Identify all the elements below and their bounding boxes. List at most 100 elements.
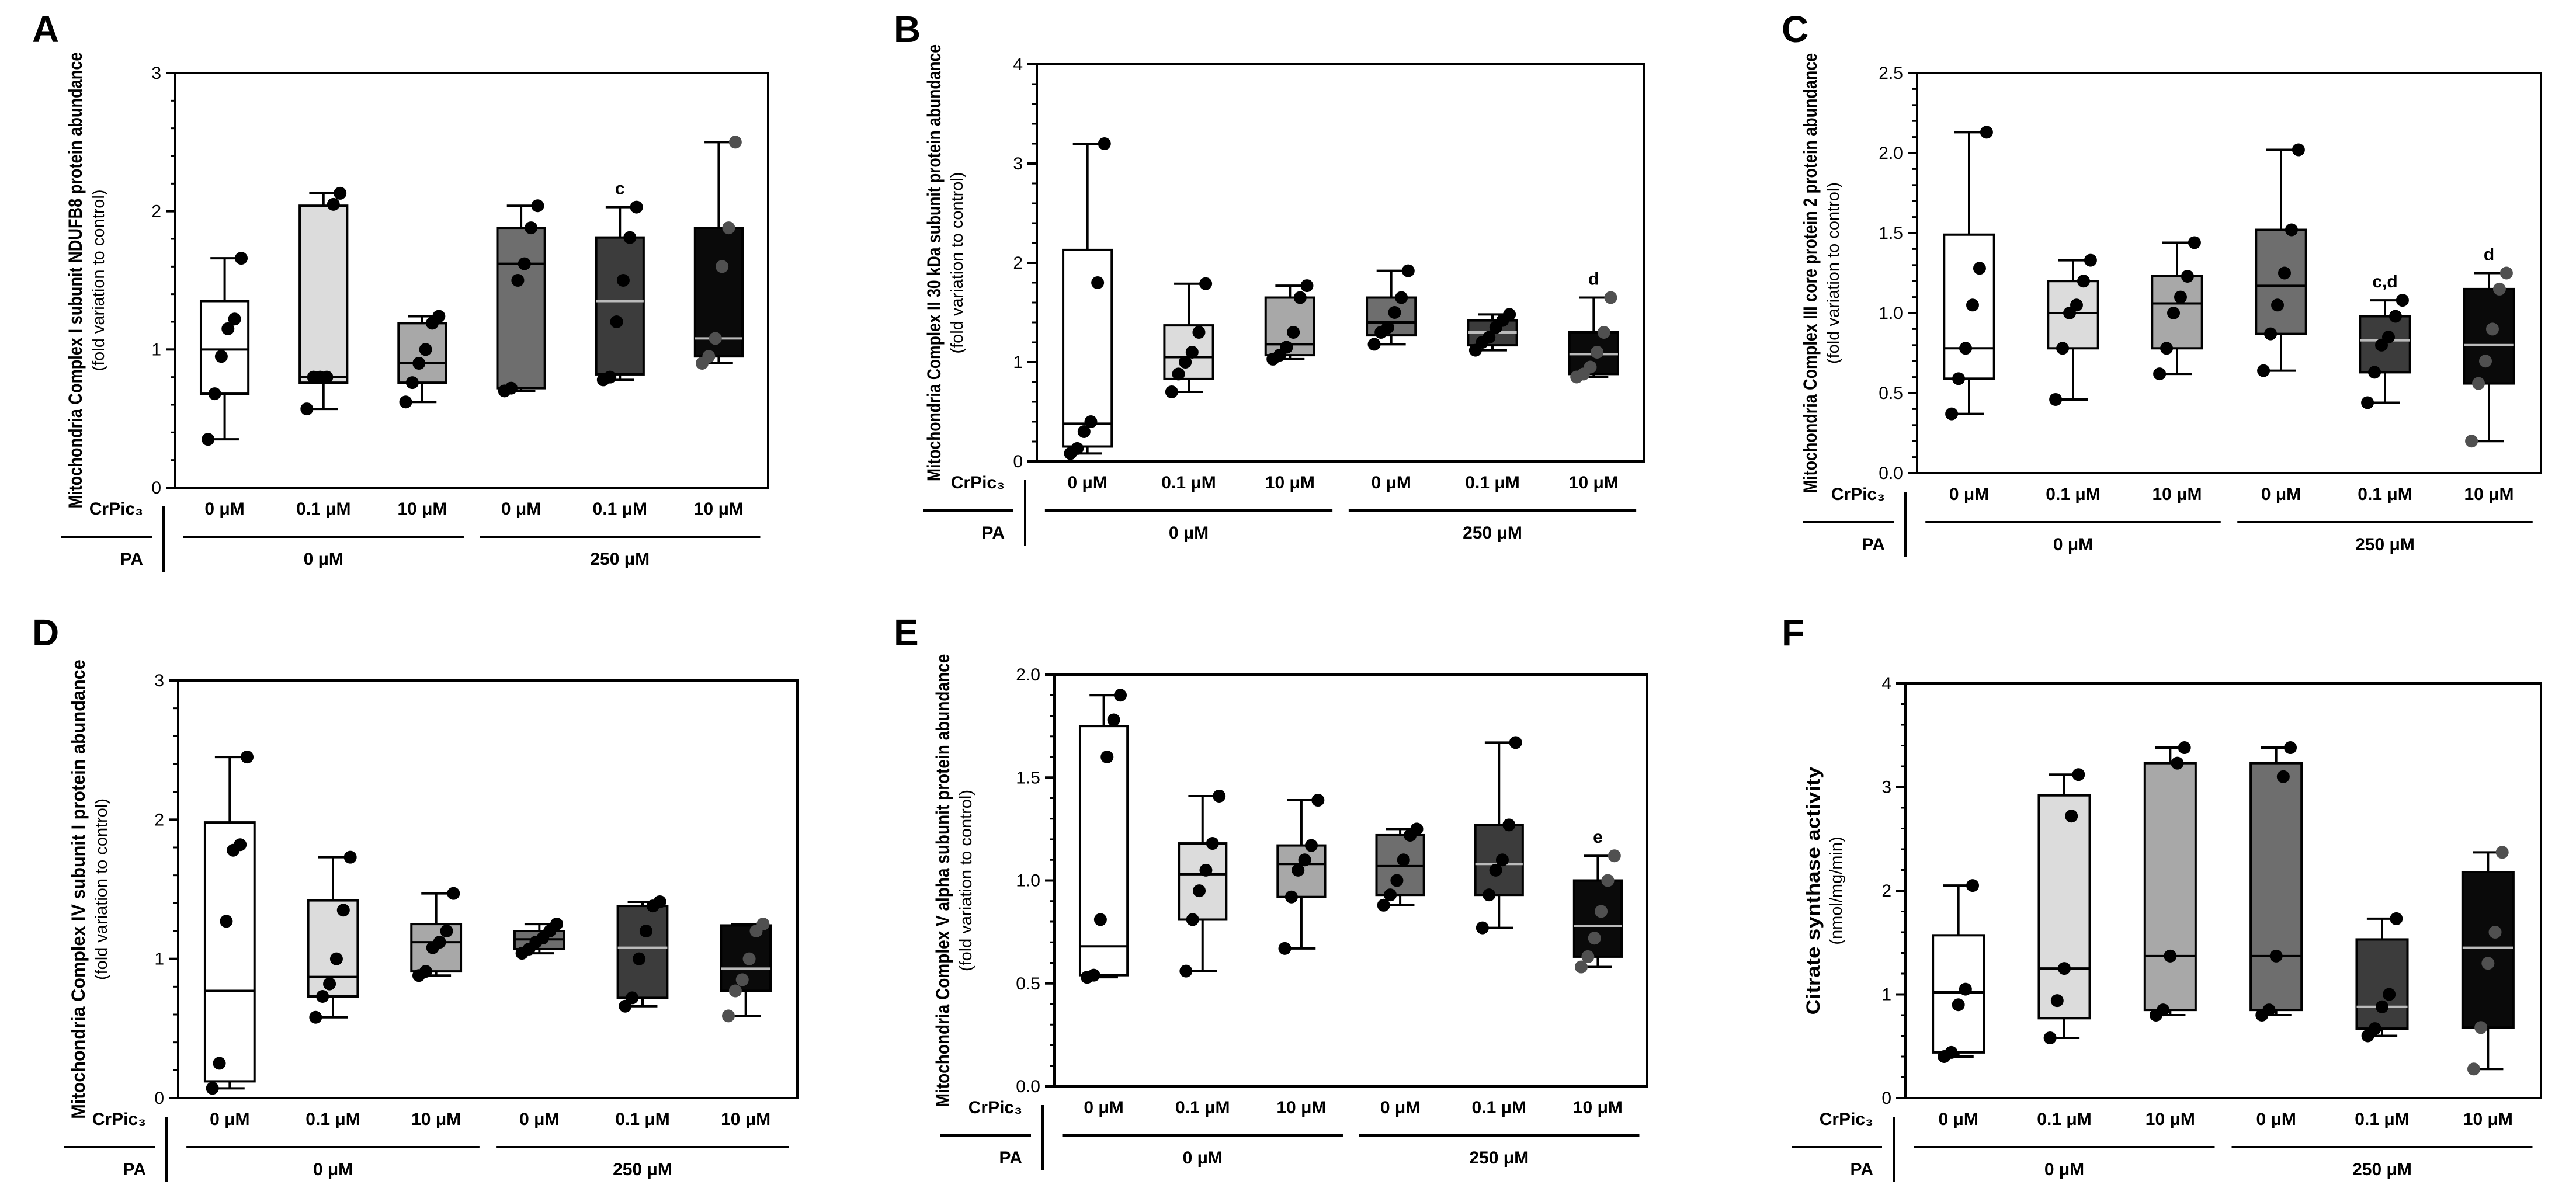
data-point [2284, 741, 2297, 755]
box-group [1062, 137, 1113, 460]
category-label: 0.1 μM [296, 499, 350, 519]
pa-row-label: PA [982, 523, 1005, 543]
y-tick-label: 0.0 [1879, 464, 1903, 483]
y-axis-label: Citrate synthase activity [1803, 766, 1824, 1015]
y-axis-title: Citrate synthase activity (nmol/mg/min) [1803, 766, 1846, 1015]
data-point [1384, 888, 1397, 902]
data-point [2495, 846, 2509, 859]
box [595, 236, 645, 376]
data-point [1952, 998, 1965, 1012]
data-point [2396, 294, 2409, 307]
data-point [2285, 223, 2298, 237]
group-label: 250 μM [590, 550, 650, 569]
data-point [1280, 341, 1293, 354]
box-group [199, 252, 250, 446]
y-tick-label: 4 [1013, 55, 1023, 74]
crpic3-row-label: CrPic₃ [1831, 485, 1885, 504]
category-label: 0.1 μM [593, 499, 647, 519]
data-point [2361, 396, 2374, 409]
box-group [1163, 277, 1214, 398]
chart-panel-b: B 0 1 2 3 4 Mitochondria Complex II 30 kDa sub… [894, 8, 1645, 546]
data-point [2479, 355, 2492, 368]
box [1276, 844, 1327, 898]
box-group [1366, 264, 1417, 351]
box-group [1467, 308, 1518, 357]
data-point [2065, 810, 2078, 823]
data-point [1495, 853, 1509, 867]
data-point [2499, 266, 2513, 280]
y-tick-label: 0 [1013, 452, 1023, 471]
data-point [1595, 905, 1608, 918]
y-tick-label: 1.0 [1016, 871, 1040, 891]
data-point [309, 1010, 322, 1024]
data-point [550, 918, 564, 931]
data-point [2157, 1003, 2170, 1017]
box-group [1264, 279, 1315, 366]
y-axis-title: Mitochondria Complex I subunit NDUFB8 pr… [65, 53, 108, 509]
group-label: 250 μM [613, 1160, 672, 1179]
data-point [329, 952, 343, 965]
group-label: 0 μM [1169, 523, 1209, 543]
y-axis-label: Mitochondria Complex II 30 kDa subunit p… [924, 44, 945, 481]
data-point [756, 918, 770, 931]
data-point [735, 973, 749, 986]
data-point [2376, 1000, 2388, 1013]
data-point [2390, 912, 2403, 925]
data-point [1959, 982, 1972, 996]
data-point [2164, 949, 2177, 963]
y-axis-title: Mitochondria Complex III core protein 2 … [1800, 53, 1843, 494]
category-label: 10 μM [1569, 473, 1619, 492]
box [1932, 934, 1985, 1054]
category-label: 10 μM [2152, 485, 2202, 504]
box-group [1572, 849, 1623, 974]
category-label: 0.1 μM [2355, 1110, 2409, 1129]
data-point [235, 252, 248, 265]
category-label: 0 μM [2256, 1110, 2296, 1129]
data-point [505, 381, 518, 395]
data-point [1945, 1045, 1958, 1059]
data-point [1206, 837, 1219, 850]
data-point [630, 200, 643, 214]
data-point [616, 274, 630, 287]
data-point [2056, 342, 2070, 355]
box [2037, 794, 2091, 1020]
data-point [2257, 364, 2271, 377]
y-tick-label: 1 [1013, 353, 1023, 372]
data-point [709, 332, 722, 345]
data-point [2178, 741, 2191, 755]
pa-row-label: PA [1851, 1160, 1873, 1179]
box-group [2463, 266, 2515, 448]
data-point [1199, 863, 1213, 877]
box-group [2151, 236, 2203, 381]
y-tick-label: 0 [1881, 1089, 1891, 1108]
data-point [626, 991, 639, 1005]
data-point [412, 357, 426, 370]
data-point [1311, 794, 1325, 807]
data-point [2481, 957, 2495, 970]
data-point [221, 322, 235, 335]
plot-frame [177, 679, 799, 1099]
data-point [518, 257, 531, 270]
category-label: 10 μM [2464, 485, 2513, 504]
category-label: 0 μM [519, 1110, 559, 1129]
box [199, 300, 250, 395]
y-tick-label: 3 [1013, 154, 1023, 173]
data-point [2181, 269, 2194, 283]
y-axis-title: Mitochondria Complex IV subunit I protei… [68, 659, 111, 1119]
data-point [1390, 874, 1404, 887]
data-point [1388, 306, 1401, 319]
y-tick-label: 0.5 [1879, 384, 1903, 403]
data-point [1503, 308, 1516, 321]
data-point [1377, 898, 1390, 912]
box-group [2143, 741, 2197, 1022]
data-point [2465, 435, 2478, 448]
data-point [336, 904, 350, 917]
box-group [307, 850, 359, 1024]
chart-panel-e: E 0.0 0.5 1.0 1.5 2.0 Mitochondria Complex V a… [894, 612, 1648, 1170]
data-point [2368, 1022, 2381, 1036]
y-axis-label: Mitochondria Complex I subunit NDUFB8 pr… [65, 53, 86, 509]
data-point [610, 315, 623, 328]
significance-label: c,d [2372, 272, 2397, 291]
crpic3-row-label: CrPic₃ [1820, 1110, 1873, 1129]
y-tick-label: 1 [1881, 985, 1891, 1005]
